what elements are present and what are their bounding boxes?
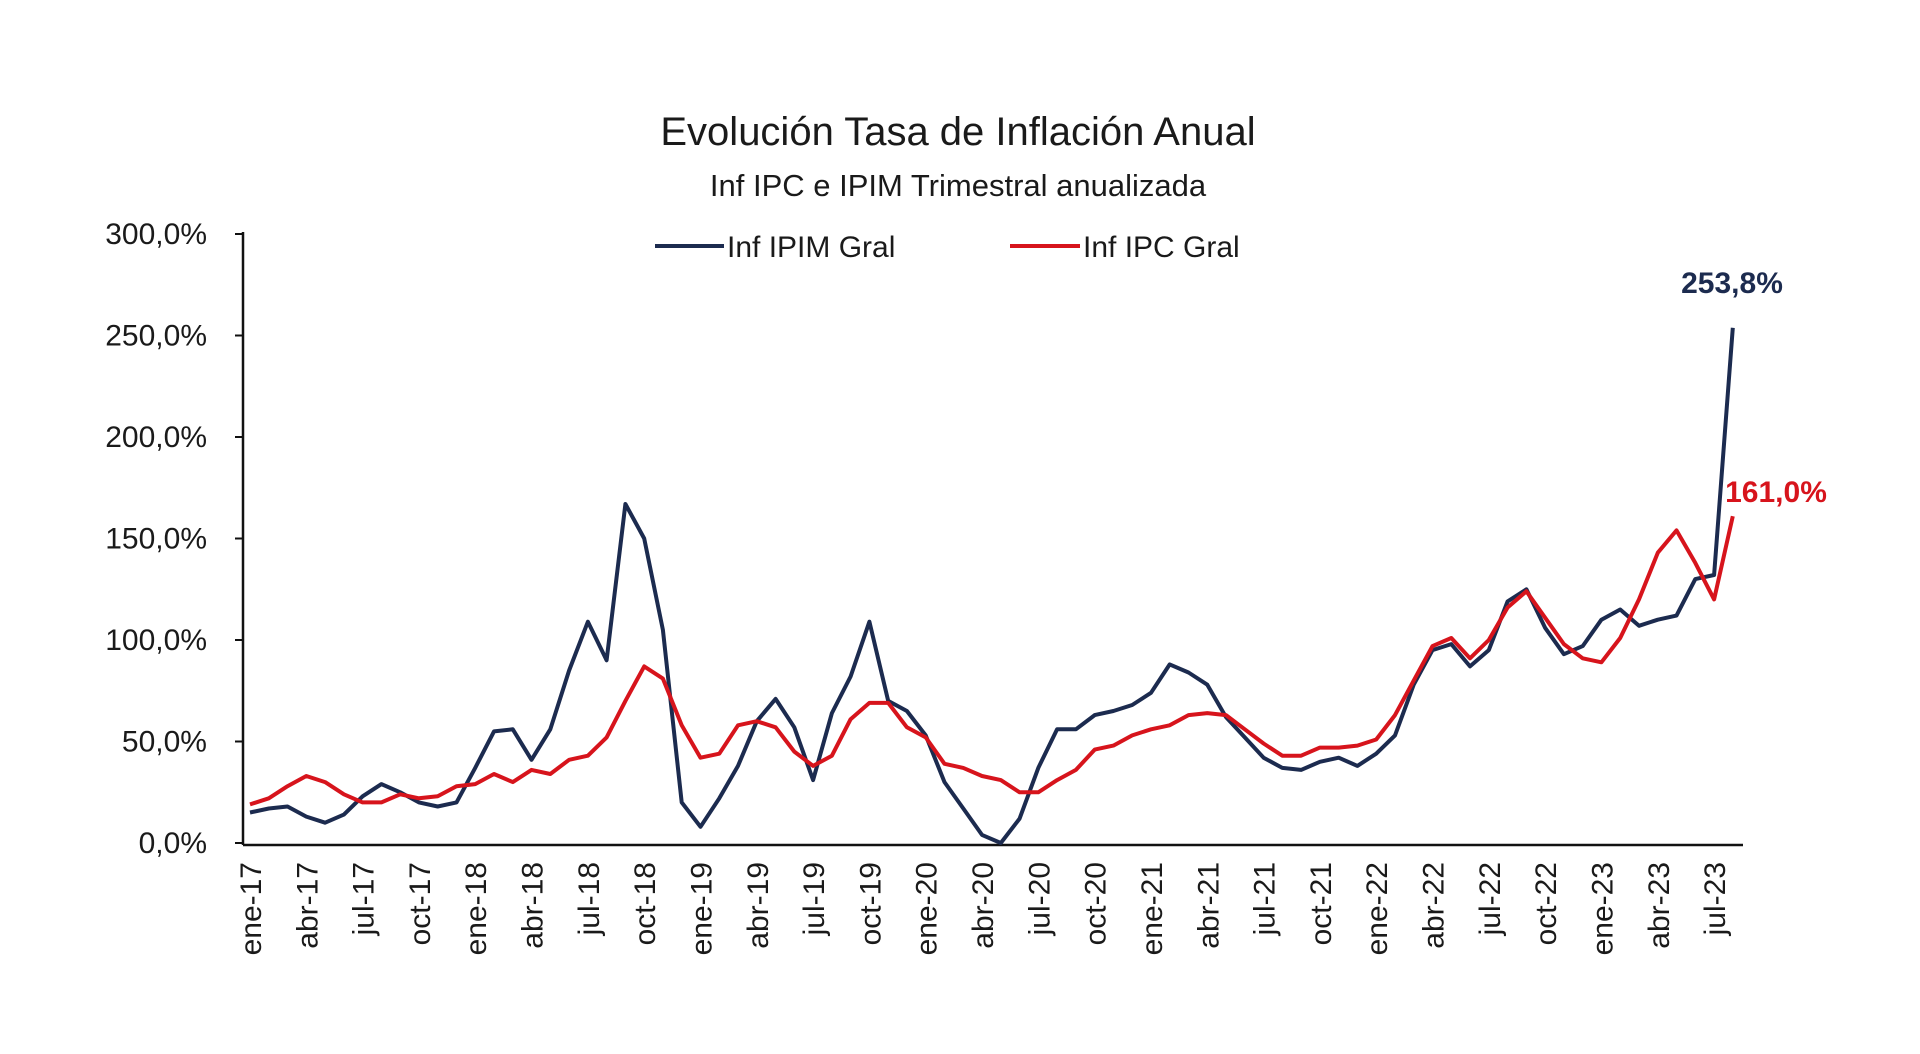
end-label-ipc: 161,0%: [1725, 476, 1827, 509]
series-line-ipc: [249, 515, 1735, 807]
x-tick-label: jul-21: [1249, 862, 1282, 936]
x-tick-label: abr-18: [517, 862, 550, 949]
y-tick-label: 50,0%: [122, 726, 207, 759]
x-tick-label: jul-22: [1474, 862, 1507, 936]
x-tick-label: oct-19: [854, 862, 887, 945]
x-tick-label: jul-23: [1699, 862, 1732, 936]
x-tick-label: ene-17: [235, 862, 268, 955]
legend-item-ipc: Inf IPC Gral: [1010, 231, 1240, 264]
x-tick-label: abr-19: [742, 862, 775, 949]
legend-item-ipim: Inf IPIM Gral: [655, 231, 895, 264]
y-axis: 0,0% 50,0% 100,0% 150,0% 200,0% 250,0% 300,0%: [105, 218, 243, 860]
series-line-ipim: [249, 327, 1735, 845]
x-tick-label: ene-18: [460, 862, 493, 955]
x-tick-label: jul-18: [573, 862, 606, 936]
x-tick-label: ene-19: [685, 862, 718, 955]
x-tick-label: ene-20: [911, 862, 944, 955]
x-tick-label: abr-23: [1643, 862, 1676, 949]
x-tick-label: oct-18: [629, 862, 662, 945]
x-tick-label: oct-21: [1305, 862, 1338, 945]
y-tick-label: 100,0%: [105, 624, 207, 657]
x-tick-label: ene-22: [1361, 862, 1394, 955]
x-tick-label: oct-17: [404, 862, 437, 945]
end-label-ipim: 253,8%: [1681, 267, 1783, 300]
x-tick-label: jul-19: [798, 862, 831, 936]
x-tick-label: abr-21: [1192, 862, 1225, 949]
y-tick-label: 250,0%: [105, 320, 207, 353]
series-lines: [249, 327, 1735, 845]
x-tick-label: oct-20: [1080, 862, 1113, 945]
x-tick-label: abr-20: [967, 862, 1000, 949]
x-axis: ene-17 abr-17 jul-17 oct-17 ene-18 abr-18 jul-…: [235, 862, 1732, 955]
x-tick-label: ene-23: [1586, 862, 1619, 955]
y-tick-label: 150,0%: [105, 523, 207, 556]
x-tick-label: jul-20: [1023, 862, 1056, 936]
legend-label-ipc: Inf IPC Gral: [1083, 231, 1240, 264]
y-tick-label: 200,0%: [105, 421, 207, 454]
y-tick-label: 300,0%: [105, 218, 207, 251]
legend-label-ipim: Inf IPIM Gral: [727, 231, 895, 264]
chart-subtitle: Inf IPC e IPIM Trimestral anualizada: [710, 168, 1207, 203]
x-tick-label: abr-22: [1418, 862, 1451, 949]
legend: Inf IPIM Gral Inf IPC Gral: [655, 231, 1240, 264]
x-tick-label: jul-17: [348, 862, 381, 936]
x-tick-label: ene-21: [1136, 862, 1169, 955]
y-tick-label: 0,0%: [139, 827, 207, 860]
x-tick-label: oct-22: [1530, 862, 1563, 945]
chart-title: Evolución Tasa de Inflación Anual: [660, 110, 1255, 154]
x-tick-label: abr-17: [291, 862, 324, 949]
